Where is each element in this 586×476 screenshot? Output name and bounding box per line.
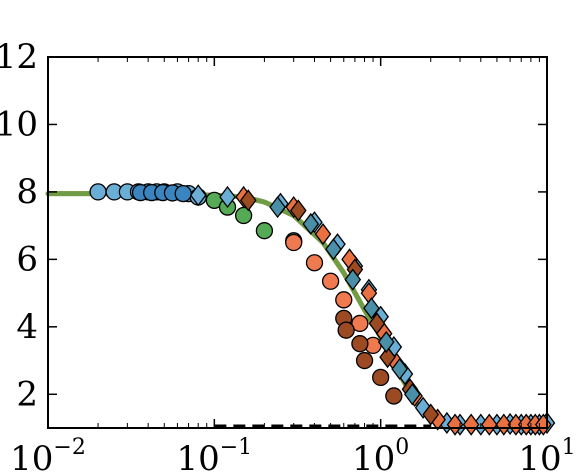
diamond-point xyxy=(368,312,386,335)
markers-layer xyxy=(89,183,556,436)
circle-point xyxy=(89,183,107,201)
diamond-point xyxy=(495,413,513,436)
diamond-point xyxy=(219,185,236,209)
diamond-point xyxy=(363,297,380,320)
diamond-point xyxy=(269,196,286,219)
ticks-layer xyxy=(47,56,548,428)
x-tick-label: 101 xyxy=(518,435,575,476)
diamond-point xyxy=(446,413,464,436)
circle-point xyxy=(337,321,355,339)
lines-layer xyxy=(45,191,550,429)
diamond-point xyxy=(302,212,320,236)
circle-point xyxy=(351,314,369,333)
y-tick-label: 10 xyxy=(0,104,38,144)
circle-point xyxy=(372,368,390,387)
curve-line-0 xyxy=(45,191,550,429)
diamond-point xyxy=(377,330,395,354)
series-4 xyxy=(335,309,403,405)
diamond-point xyxy=(404,383,421,406)
series-1 xyxy=(131,183,192,203)
diamond-point xyxy=(239,189,257,212)
circle-point xyxy=(285,233,303,252)
circle-point xyxy=(385,387,403,405)
labels-layer: 2 4 6 8 10 12 10−2 10−1 100 101 xyxy=(0,37,576,476)
circle-point xyxy=(355,351,374,370)
circle-point xyxy=(335,291,353,309)
diamond-point xyxy=(325,238,342,261)
circle-point xyxy=(305,254,324,272)
circle-point xyxy=(321,272,340,290)
series-8 xyxy=(269,196,421,406)
y-tick-label: 4 xyxy=(16,307,38,347)
circle-point xyxy=(351,335,369,353)
y-tick-label: 2 xyxy=(16,374,38,414)
curve-line-1 xyxy=(45,191,550,429)
diamond-point xyxy=(391,357,408,381)
diamond-point xyxy=(481,413,498,436)
diamond-point xyxy=(290,199,307,222)
x-tick-label: 10−2 xyxy=(10,435,86,476)
y-tick-label: 6 xyxy=(16,239,38,279)
y-tick-label: 8 xyxy=(16,172,38,212)
diamond-point xyxy=(379,346,396,369)
circle-point xyxy=(174,184,192,203)
diamond-point xyxy=(462,413,480,436)
diamond-point xyxy=(189,184,207,207)
x-tick-label: 10−1 xyxy=(176,435,252,476)
plot-frame xyxy=(47,56,548,429)
diamond-point xyxy=(314,222,332,246)
circle-point xyxy=(255,222,274,240)
diamond-point xyxy=(344,268,362,291)
x-tick-label: 100 xyxy=(352,435,409,476)
y-tick-label: 12 xyxy=(0,37,38,77)
